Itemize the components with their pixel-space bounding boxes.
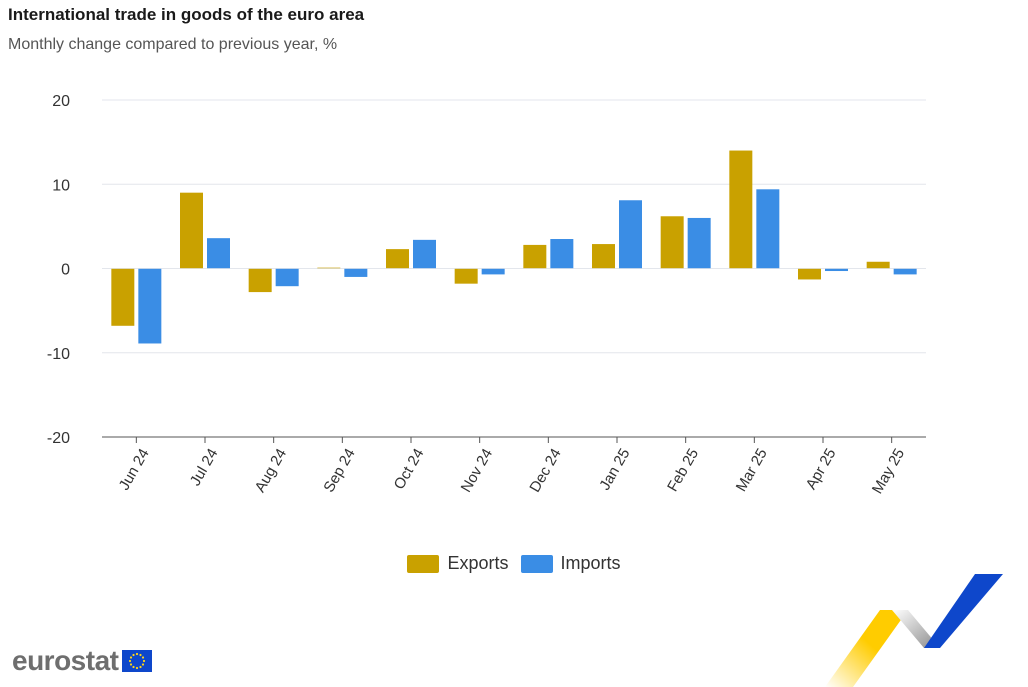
chart-subtitle: Monthly change compared to previous year… bbox=[8, 36, 338, 53]
logo-text: eurostat bbox=[12, 645, 119, 676]
legend-swatch-imports bbox=[520, 554, 553, 573]
bar-exports-jan-25 bbox=[592, 244, 615, 269]
bar-imports-may-25 bbox=[893, 268, 917, 275]
eu-flag-icon bbox=[122, 650, 153, 672]
bar-exports-jun-24 bbox=[111, 268, 135, 326]
bar-exports-oct-24 bbox=[386, 249, 409, 269]
bar-imports-aug-24 bbox=[275, 268, 299, 287]
bar-chart: 20 10 0 -10 -20 Jun 24 Jul 24 Aug 24 Sep 24 Oct 2… bbox=[47, 93, 926, 497]
x-tick-label: Feb 25 bbox=[664, 446, 702, 495]
chart-title: International trade in goods of the euro… bbox=[8, 5, 365, 24]
bar-imports-jan-25 bbox=[619, 200, 642, 269]
y-tick-label: 20 bbox=[52, 93, 70, 110]
y-tick-label: -10 bbox=[47, 346, 70, 363]
bar-imports-nov-24 bbox=[481, 268, 505, 275]
bar-exports-apr-25 bbox=[798, 268, 821, 280]
bar-exports-aug-24 bbox=[248, 268, 272, 293]
bar-exports-jul-24 bbox=[180, 192, 203, 269]
bar-exports-mar-25 bbox=[729, 150, 753, 269]
ribbon-decoration-icon bbox=[825, 574, 1003, 687]
x-tick-label: Jun 24 bbox=[116, 446, 153, 494]
bar-exports-feb-25 bbox=[660, 216, 684, 269]
bar-imports-apr-25 bbox=[825, 268, 848, 272]
legend-label-imports: Imports bbox=[560, 553, 621, 573]
bar-exports-dec-24 bbox=[523, 244, 547, 269]
bar-imports-oct-24 bbox=[413, 239, 436, 269]
x-tick-label: Oct 24 bbox=[391, 446, 428, 493]
legend-label-exports: Exports bbox=[447, 553, 509, 573]
x-tick-label: Apr 25 bbox=[803, 446, 840, 493]
bar-imports-dec-24 bbox=[550, 239, 574, 269]
legend-item-exports[interactable]: Exports bbox=[407, 553, 509, 574]
x-tick-label: Nov 24 bbox=[458, 446, 496, 496]
bar-exports-may-25 bbox=[866, 261, 890, 269]
y-tick-label: -20 bbox=[47, 430, 70, 447]
y-tick-label: 0 bbox=[61, 262, 70, 279]
bar-imports-mar-25 bbox=[756, 189, 780, 269]
x-tick-label: Aug 24 bbox=[252, 446, 290, 496]
x-tick-label: Sep 24 bbox=[320, 446, 358, 496]
bar-imports-jun-24 bbox=[138, 268, 162, 344]
bar-imports-jul-24 bbox=[207, 238, 230, 269]
legend-item-imports[interactable]: Imports bbox=[520, 553, 621, 574]
chart-legend: Exports Imports bbox=[0, 553, 1028, 574]
x-tick-label: Dec 24 bbox=[526, 446, 564, 496]
x-tick-label: May 25 bbox=[869, 446, 908, 497]
legend-swatch-exports bbox=[407, 554, 440, 573]
x-tick-label: Mar 25 bbox=[733, 446, 771, 495]
eurostat-logo: eurostat bbox=[12, 645, 153, 677]
x-tick-label: Jul 24 bbox=[187, 446, 222, 489]
x-tick-label: Jan 25 bbox=[596, 446, 633, 494]
bar-imports-feb-25 bbox=[687, 217, 711, 269]
bar-exports-nov-24 bbox=[454, 268, 478, 284]
bar-imports-sep-24 bbox=[344, 268, 368, 277]
y-tick-label: 10 bbox=[52, 177, 70, 194]
